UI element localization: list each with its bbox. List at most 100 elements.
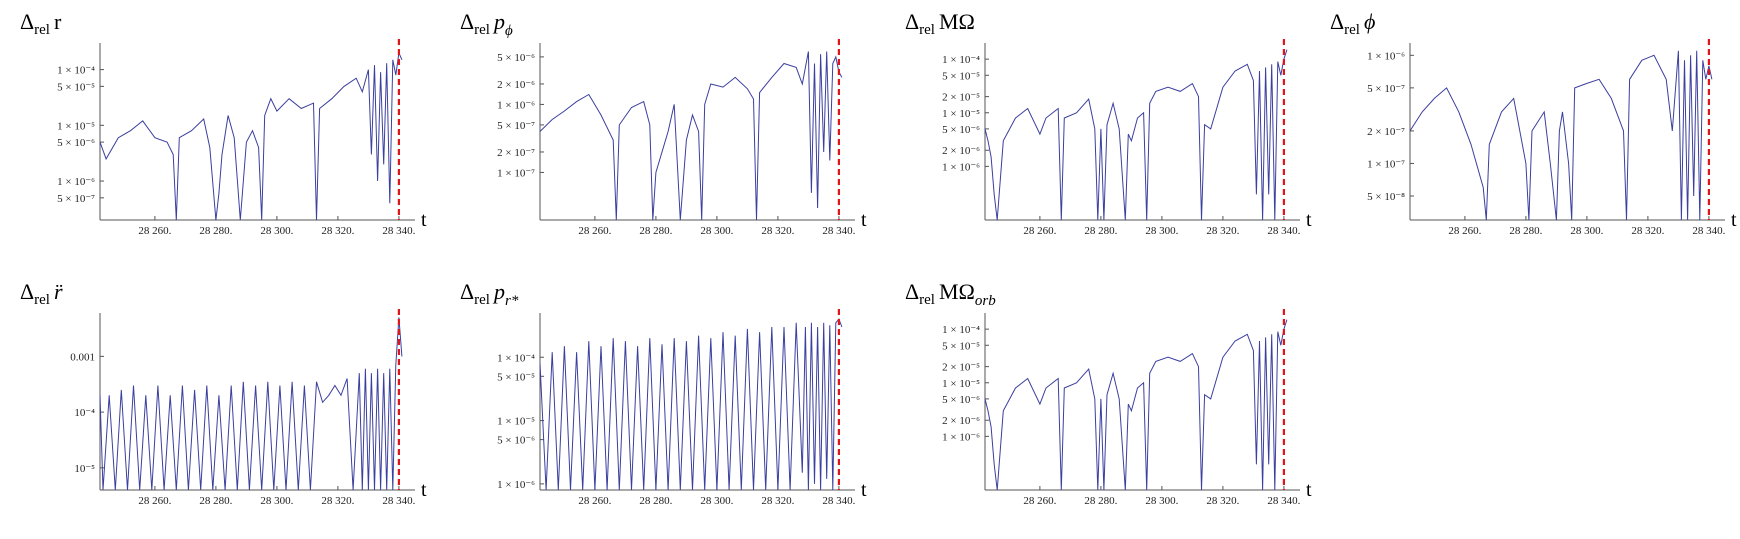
y-tick-label: 0.001: [70, 351, 95, 363]
chart-svg: Δrel pϕ 5 × 10⁻⁶ 2 × 10⁻⁶ 1 × 10⁻⁶ 5 × 10⁻⁷ 2 …: [460, 9, 867, 237]
x-tick-label: 28 300.: [700, 225, 733, 237]
x-tick-label: 28 260.: [1023, 225, 1056, 237]
x-axis-title: t: [421, 479, 427, 501]
chart-title: Δrel pr*: [460, 279, 519, 309]
x-tick-label: 28 320.: [321, 225, 354, 237]
x-tick-label: 28 340.: [382, 495, 415, 507]
x-tick-label: 28 280.: [639, 225, 672, 237]
x-tick-label: 28 340.: [822, 225, 855, 237]
panel-delta-r-ddot: Δrel r̈ 0.001 10⁻⁴ 10⁻⁵ 28 260. 28 280. 28 300.…: [20, 275, 440, 535]
y-tick-label: 5 × 10⁻⁶: [942, 124, 980, 136]
y-tick-label: 1 × 10⁻⁴: [497, 352, 535, 364]
panel-delta-phi: Δrel ϕ 1 × 10⁻⁶ 5 × 10⁻⁷ 2 × 10⁻⁷ 1 × 10⁻⁷ 5 ×…: [1330, 5, 1740, 265]
panel-delta-m-omega-orb: Δrel MΩorb 1 × 10⁻⁴ 5 × 10⁻⁵ 2 × 10⁻⁵ 1 × 10⁻…: [905, 275, 1325, 535]
chart-svg: Δrel MΩorb 1 × 10⁻⁴ 5 × 10⁻⁵ 2 × 10⁻⁵ 1 × 10⁻…: [905, 279, 1312, 507]
y-tick-label: 1 × 10⁻⁵: [942, 108, 980, 120]
x-tick-label: 28 260.: [138, 225, 171, 237]
y-tick-label: 10⁻⁵: [74, 463, 95, 475]
x-tick-label: 28 340.: [1267, 495, 1300, 507]
chart-svg: Δrel MΩ 1 × 10⁻⁴ 5 × 10⁻⁵ 2 × 10⁻⁵ 1 × 10⁻⁵ 5 …: [905, 9, 1312, 237]
x-axis-title: t: [861, 209, 867, 231]
y-tick-label: 1 × 10⁻⁴: [942, 54, 980, 66]
chart-svg: Δrel r̈ 0.001 10⁻⁴ 10⁻⁵ 28 260. 28 280. 28 300.…: [20, 279, 427, 507]
x-tick-label: 28 280.: [199, 225, 232, 237]
y-tick-label: 1 × 10⁻⁵: [497, 416, 535, 428]
x-tick-label: 28 340.: [1267, 225, 1300, 237]
chart-svg: Δrel r 1 × 10⁻⁴ 5 × 10⁻⁵ 1 × 10⁻⁵ 5 × 10⁻⁶ 1 ×…: [20, 9, 427, 237]
chart-svg: Δrel pr* 1 × 10⁻⁴ 5 × 10⁻⁵ 1 × 10⁻⁵ 5 × 10⁻⁶ 1…: [460, 279, 867, 507]
y-tick-label: 1 × 10⁻⁷: [497, 167, 535, 179]
x-tick-label: 28 260.: [578, 225, 611, 237]
x-tick-label: 28 280.: [199, 495, 232, 507]
x-tick-label: 28 340.: [822, 495, 855, 507]
chart-title: Δrel r̈: [20, 279, 63, 308]
y-tick-label: 1 × 10⁻⁵: [57, 120, 95, 132]
series-line: [984, 49, 1288, 221]
x-axis-title: t: [421, 209, 427, 231]
series-line: [539, 51, 843, 221]
panel-delta-p-rstar: Δrel pr* 1 × 10⁻⁴ 5 × 10⁻⁵ 1 × 10⁻⁵ 5 × 10⁻⁶ 1…: [460, 275, 880, 535]
x-tick-label: 28 300.: [1145, 225, 1178, 237]
x-axis-title: t: [1306, 479, 1312, 501]
chart-title: Δrel MΩorb: [905, 279, 996, 309]
y-tick-label: 1 × 10⁻⁴: [942, 324, 980, 336]
y-tick-label: 1 × 10⁻⁶: [497, 479, 535, 491]
y-tick-label: 5 × 10⁻⁶: [497, 435, 535, 447]
x-tick-label: 28 320.: [1206, 225, 1239, 237]
y-tick-label: 10⁻⁴: [74, 407, 95, 419]
y-tick-label: 2 × 10⁻⁵: [942, 92, 980, 104]
x-axis-title: t: [1731, 209, 1737, 231]
y-tick-label: 5 × 10⁻⁵: [942, 340, 980, 352]
y-tick-label: 1 × 10⁻⁴: [57, 65, 95, 77]
x-tick-label: 28 300.: [260, 495, 293, 507]
series-line: [1409, 50, 1713, 221]
y-tick-label: 2 × 10⁻⁶: [942, 415, 980, 427]
x-tick-label: 28 260.: [1448, 225, 1481, 237]
x-tick-label: 28 340.: [382, 225, 415, 237]
y-tick-label: 5 × 10⁻⁷: [497, 120, 535, 132]
y-tick-label: 1 × 10⁻⁷: [1367, 158, 1405, 170]
chart-svg: Δrel ϕ 1 × 10⁻⁶ 5 × 10⁻⁷ 2 × 10⁻⁷ 1 × 10⁻⁷ 5 ×…: [1330, 9, 1737, 237]
y-tick-label: 2 × 10⁻⁶: [497, 79, 535, 91]
x-tick-label: 28 300.: [260, 225, 293, 237]
y-tick-label: 5 × 10⁻⁷: [1367, 83, 1405, 95]
x-tick-label: 28 260.: [578, 495, 611, 507]
y-tick-label: 1 × 10⁻⁶: [497, 99, 535, 111]
y-tick-label: 1 × 10⁻⁵: [942, 378, 980, 390]
x-tick-label: 28 300.: [1145, 495, 1178, 507]
chart-title: Δrel MΩ: [905, 9, 975, 38]
panel-delta-m-omega: Δrel MΩ 1 × 10⁻⁴ 5 × 10⁻⁵ 2 × 10⁻⁵ 1 × 10⁻⁵ 5 …: [905, 5, 1325, 265]
x-tick-label: 28 320.: [1631, 225, 1664, 237]
x-tick-label: 28 280.: [1084, 495, 1117, 507]
y-tick-label: 5 × 10⁻⁶: [57, 137, 95, 149]
y-tick-label: 5 × 10⁻⁵: [57, 81, 95, 93]
chart-title: Δrel r: [20, 9, 62, 38]
y-tick-label: 2 × 10⁻⁷: [1367, 126, 1405, 138]
x-axis-title: t: [861, 479, 867, 501]
y-tick-label: 5 × 10⁻⁵: [942, 70, 980, 82]
y-tick-label: 5 × 10⁻⁶: [497, 52, 535, 64]
y-tick-label: 1 × 10⁻⁶: [942, 161, 980, 173]
x-tick-label: 28 280.: [639, 495, 672, 507]
y-tick-label: 1 × 10⁻⁶: [57, 176, 95, 188]
x-tick-label: 28 260.: [138, 495, 171, 507]
x-tick-label: 28 280.: [1084, 225, 1117, 237]
y-tick-label: 5 × 10⁻⁵: [497, 371, 535, 383]
panel-delta-p-phi: Δrel pϕ 5 × 10⁻⁶ 2 × 10⁻⁶ 1 × 10⁻⁶ 5 × 10⁻⁷ 2 …: [460, 5, 880, 265]
y-tick-label: 5 × 10⁻⁷: [57, 193, 95, 205]
y-tick-label: 5 × 10⁻⁶: [942, 394, 980, 406]
x-tick-label: 28 300.: [700, 495, 733, 507]
panel-delta-r: Δrel r 1 × 10⁻⁴ 5 × 10⁻⁵ 1 × 10⁻⁵ 5 × 10⁻⁶ 1 ×…: [20, 5, 440, 265]
chart-title: Δrel pϕ: [460, 9, 513, 39]
y-tick-label: 1 × 10⁻⁶: [942, 431, 980, 443]
x-tick-label: 28 320.: [1206, 495, 1239, 507]
series-line: [99, 50, 403, 221]
x-tick-label: 28 320.: [321, 495, 354, 507]
y-tick-label: 2 × 10⁻⁷: [497, 147, 535, 159]
series-line: [984, 319, 1288, 491]
x-axis-title: t: [1306, 209, 1312, 231]
x-tick-label: 28 260.: [1023, 495, 1056, 507]
x-tick-label: 28 340.: [1692, 225, 1725, 237]
y-tick-label: 2 × 10⁻⁶: [942, 145, 980, 157]
series-line: [539, 318, 843, 491]
